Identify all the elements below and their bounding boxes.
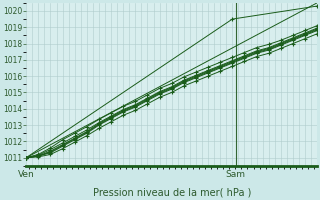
X-axis label: Pression niveau de la mer( hPa ): Pression niveau de la mer( hPa ) [92,187,251,197]
Text: Ven: Ven [18,170,35,179]
Text: Sam: Sam [226,170,246,179]
